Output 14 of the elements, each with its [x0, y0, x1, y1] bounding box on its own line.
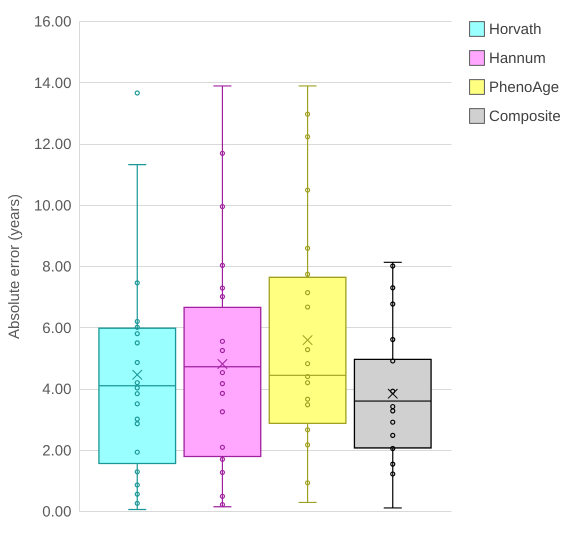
y-tick-label: 16.00	[34, 14, 72, 30]
y-tick-label: 2.00	[42, 442, 72, 460]
legend-label: Composite	[489, 108, 561, 125]
legend-label: Hannum	[489, 50, 546, 67]
y-tick-label: 0.00	[42, 504, 72, 520]
y-axis-title: Absolute error (years)	[6, 194, 23, 340]
y-tick-label: 8.00	[42, 258, 72, 276]
y-tick-label: 4.00	[42, 381, 72, 398]
y-tick-label: 6.00	[42, 320, 72, 337]
legend-label: PhenoAge	[489, 79, 560, 96]
legend-label: Horvath	[489, 21, 542, 38]
y-tick-label: 14.00	[34, 74, 72, 92]
y-tick-label: 10.00	[34, 197, 72, 214]
y-tick-label: 12.00	[34, 136, 72, 153]
